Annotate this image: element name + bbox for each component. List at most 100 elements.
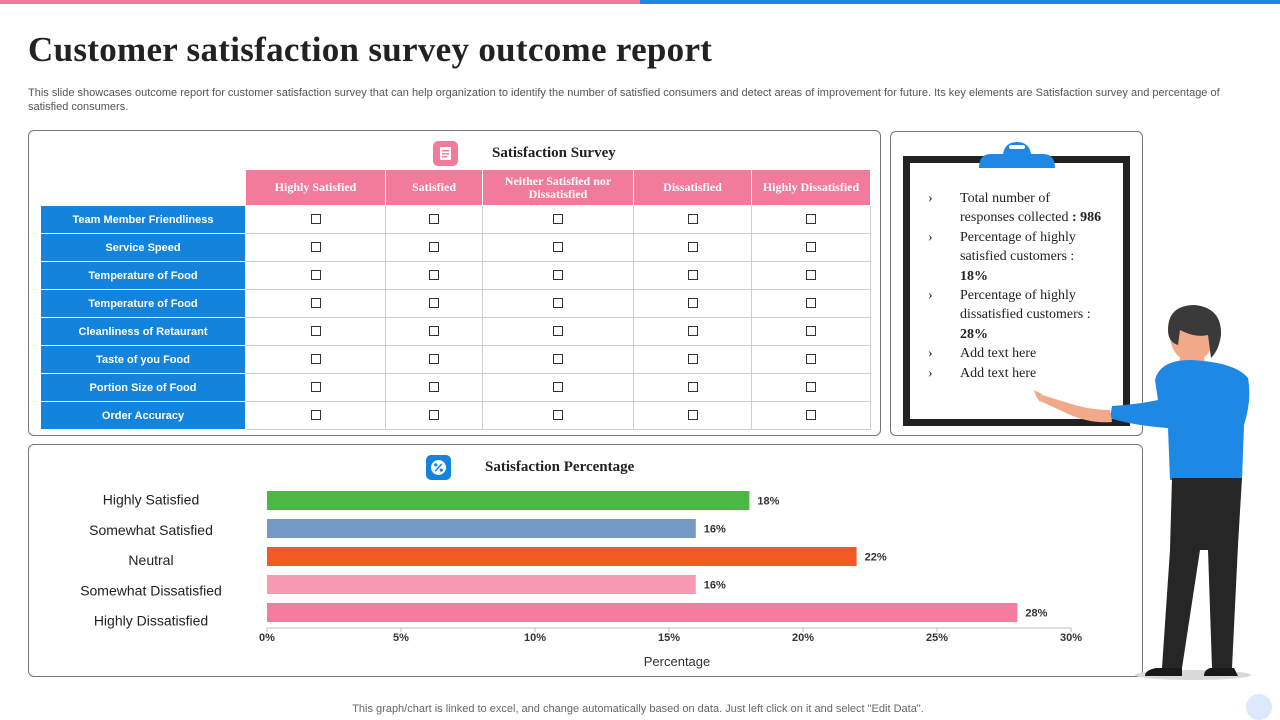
survey-cell <box>633 289 752 318</box>
survey-checkbox[interactable] <box>806 242 816 253</box>
survey-row-label: Cleanliness of Retaurant <box>40 317 246 346</box>
category-label: Somewhat Satisfied <box>89 522 213 538</box>
survey-checkbox[interactable] <box>553 410 563 421</box>
satisfaction-bar-chart: Highly Satisfied 18% Somewhat Satisfied 16%… <box>80 491 1082 669</box>
survey-checkbox[interactable] <box>806 354 816 365</box>
survey-checkbox[interactable] <box>429 354 439 365</box>
survey-cell <box>482 233 634 262</box>
clipboard-item: › Add text here <box>928 344 1103 363</box>
survey-cell <box>751 401 871 430</box>
survey-checkbox[interactable] <box>806 270 816 281</box>
clipboard-item-value: 28% <box>960 326 988 342</box>
table-row: Order Accuracy <box>40 401 871 430</box>
survey-checkbox[interactable] <box>553 242 563 253</box>
page-subtitle: This slide showcases outcome report for … <box>28 87 1220 113</box>
survey-checkbox[interactable] <box>429 242 439 253</box>
table-row: Temperature of Food <box>40 261 871 290</box>
survey-cell <box>385 373 483 402</box>
survey-checkbox[interactable] <box>806 298 816 309</box>
survey-checkbox[interactable] <box>429 326 439 337</box>
survey-checkbox[interactable] <box>310 298 321 309</box>
bar <box>267 603 1018 622</box>
survey-checkbox[interactable] <box>687 326 698 337</box>
survey-checkbox[interactable] <box>310 354 321 365</box>
survey-checkbox[interactable] <box>553 326 563 337</box>
survey-cell <box>633 205 752 234</box>
survey-checkbox[interactable] <box>429 382 439 393</box>
survey-table-corner <box>40 169 246 206</box>
survey-checkbox[interactable] <box>310 326 321 337</box>
survey-checkbox[interactable] <box>553 270 563 281</box>
x-tick-label: 5% <box>393 632 409 644</box>
survey-checkbox[interactable] <box>429 298 439 309</box>
clipboard-item-text: Add text here <box>960 346 1037 362</box>
chevron-right-icon: › <box>928 229 933 245</box>
bar <box>267 547 857 566</box>
survey-cell <box>245 205 386 234</box>
chevron-right-icon: › <box>928 365 933 381</box>
presenter-illustration <box>1034 305 1251 680</box>
survey-cell <box>633 373 752 402</box>
survey-cell <box>751 345 871 374</box>
survey-checkbox[interactable] <box>806 326 816 337</box>
survey-cell <box>245 317 386 346</box>
survey-panel: Satisfaction Survey Highly Satisfied Sati… <box>28 130 881 436</box>
survey-checkbox[interactable] <box>806 410 816 421</box>
survey-checkbox[interactable] <box>806 214 816 225</box>
survey-cell <box>482 317 634 346</box>
clipboard-item-value: 18% <box>960 268 988 284</box>
survey-checkbox[interactable] <box>553 382 563 393</box>
survey-checkbox[interactable] <box>553 354 563 365</box>
survey-checkbox[interactable] <box>553 298 563 309</box>
bar <box>267 519 696 538</box>
survey-checkbox[interactable] <box>687 298 698 309</box>
survey-checkbox[interactable] <box>310 242 321 253</box>
survey-cell <box>385 289 483 318</box>
survey-checkbox[interactable] <box>310 410 321 421</box>
x-tick-label: 20% <box>792 632 814 644</box>
survey-cell <box>385 261 483 290</box>
clipboard-item: › Percentage of highly satisfied customer… <box>928 228 1103 286</box>
chevron-right-icon: › <box>928 288 933 304</box>
survey-cell <box>245 233 386 262</box>
corner-decoration <box>1246 694 1272 720</box>
survey-cell <box>385 205 483 234</box>
data-label: 16% <box>704 579 726 591</box>
survey-checkbox[interactable] <box>310 214 321 225</box>
data-label: 22% <box>865 551 887 563</box>
bar <box>267 575 696 594</box>
survey-cell <box>385 233 483 262</box>
clipboard-item-text: Percentage of highly dissatisfied custom… <box>960 288 1091 323</box>
survey-column-header: Neither Satisfied nor Dissatisfied <box>482 169 634 206</box>
category-label: Highly Dissatisfied <box>94 613 208 629</box>
survey-checkbox[interactable] <box>310 382 321 393</box>
survey-checkbox[interactable] <box>429 214 439 225</box>
survey-checkbox[interactable] <box>687 242 698 253</box>
survey-row-label: Team Member Friendliness <box>40 205 246 234</box>
survey-checkbox[interactable] <box>687 270 698 281</box>
survey-checkbox[interactable] <box>687 354 698 365</box>
bar <box>267 491 750 510</box>
survey-cell <box>633 345 752 374</box>
survey-checkbox[interactable] <box>806 382 816 393</box>
clipboard-item: › Percentage of highly dissatisfied custo… <box>928 286 1103 344</box>
table-row: Team Member Friendliness <box>40 205 871 234</box>
survey-checkbox[interactable] <box>687 410 698 421</box>
survey-checkbox[interactable] <box>310 270 321 281</box>
percentage-title: Satisfaction Percentage <box>485 459 635 475</box>
survey-checkbox[interactable] <box>429 270 439 281</box>
chevron-right-icon: › <box>928 191 933 206</box>
survey-cell <box>751 289 871 318</box>
survey-checkbox[interactable] <box>687 382 698 393</box>
survey-checkbox[interactable] <box>553 214 563 225</box>
survey-cell <box>751 233 871 262</box>
survey-cell <box>245 401 386 430</box>
survey-cell <box>482 401 634 430</box>
survey-checkbox[interactable] <box>687 214 698 225</box>
survey-cell <box>245 345 386 374</box>
survey-cell <box>245 289 386 318</box>
survey-checkbox[interactable] <box>429 410 439 421</box>
table-row: Service Speed <box>40 233 871 262</box>
survey-cell <box>633 317 752 346</box>
clipboard-item-value: : 986 <box>1071 210 1102 226</box>
